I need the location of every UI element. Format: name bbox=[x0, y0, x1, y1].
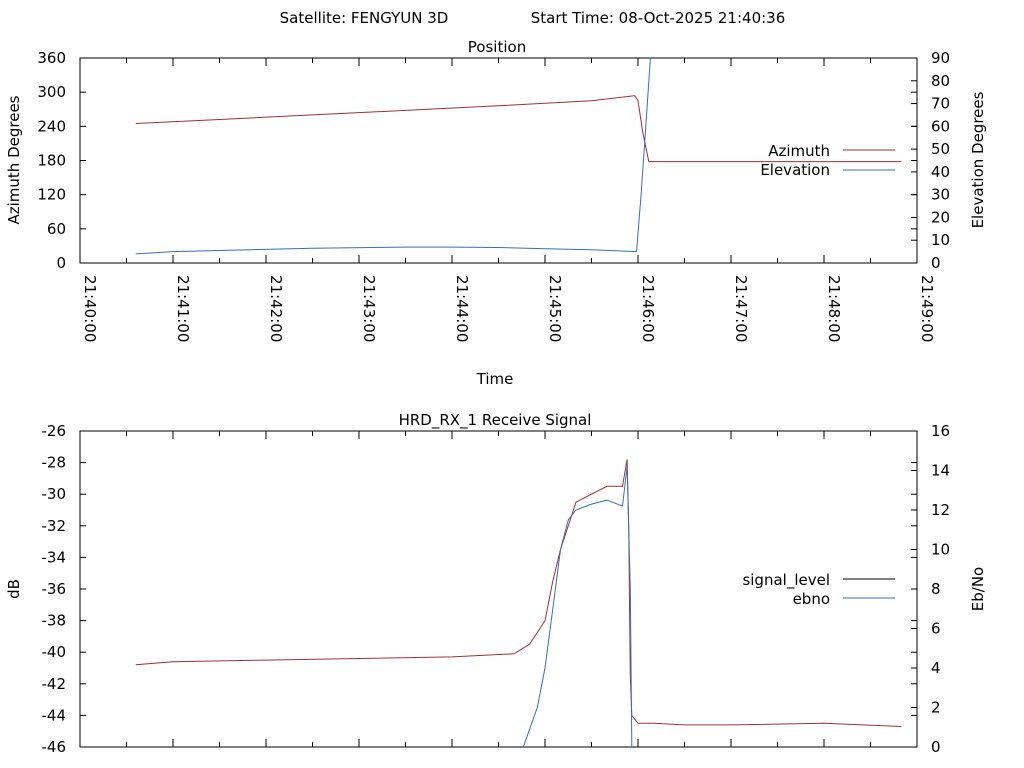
x-tick-label: 21:48:00 bbox=[825, 275, 843, 342]
y-tick-label: -32 bbox=[42, 517, 67, 535]
x-tick-label: 21:49:00 bbox=[918, 275, 936, 342]
y2-tick-label: 6 bbox=[931, 620, 941, 638]
y2-tick-label: 20 bbox=[931, 208, 950, 226]
y2-tick-label: 50 bbox=[931, 140, 950, 158]
series-line-azimuth bbox=[135, 95, 902, 163]
position-chart-title: Position bbox=[468, 38, 526, 56]
signal-time-axis bbox=[79, 431, 918, 747]
series-line-ebno bbox=[522, 466, 633, 747]
signal-chart: HRD_RX_1 Receive Signal -46-44-42-40-38-… bbox=[5, 411, 987, 756]
y-tick-label: -28 bbox=[42, 454, 67, 472]
y2-tick-label: 10 bbox=[931, 231, 950, 249]
signal-series bbox=[135, 459, 902, 747]
azimuth-axis: 0 60 120 180 240 300 360 bbox=[37, 49, 917, 272]
legend-azimuth-label: Azimuth bbox=[768, 142, 830, 160]
y-tick-label: 300 bbox=[37, 83, 66, 101]
y2-tick-label: 0 bbox=[931, 738, 941, 756]
y-tick-label: -26 bbox=[42, 422, 67, 440]
y2-tick-label: 90 bbox=[931, 49, 950, 67]
y-tick-label: 0 bbox=[56, 254, 66, 272]
y2-tick-label: 10 bbox=[931, 541, 950, 559]
position-chart: Position 0 60 120 180 240 300 360 0 10 20 30 40 50 6… bbox=[5, 38, 987, 388]
y-tick-label: -38 bbox=[42, 612, 67, 630]
time-axis: 21:40:00 21:41:00 21:42:00 21:43:00 21:44:00… bbox=[79, 58, 936, 342]
time-axis-label: Time bbox=[476, 370, 514, 388]
x-tick-label: 21:42:00 bbox=[267, 275, 285, 342]
y2-tick-label: 12 bbox=[931, 501, 950, 519]
y2-tick-label: 0 bbox=[931, 254, 941, 272]
y2-tick-label: 40 bbox=[931, 163, 950, 181]
position-legend: Azimuth Elevation bbox=[760, 142, 895, 179]
elevation-axis-label: Elevation Degrees bbox=[969, 91, 987, 228]
y-tick-label: 240 bbox=[37, 117, 66, 135]
start-time-label: Start Time: 08-Oct-2025 21:40:36 bbox=[531, 9, 786, 27]
satellite-label: Satellite: FENGYUN 3D bbox=[280, 9, 449, 27]
y2-tick-label: 60 bbox=[931, 117, 950, 135]
y-tick-label: 180 bbox=[37, 152, 66, 170]
x-tick-label: 21:40:00 bbox=[81, 275, 99, 342]
y-tick-label: 120 bbox=[37, 186, 66, 204]
db-axis-label: dB bbox=[5, 579, 23, 599]
db-axis: -46 -44 -42 -40 -38 -36 -34 -32 -30 -28 -26 bbox=[42, 422, 917, 756]
y2-tick-label: 8 bbox=[931, 580, 941, 598]
azimuth-axis-label: Azimuth Degrees bbox=[5, 95, 23, 224]
y2-tick-label: 2 bbox=[931, 699, 941, 717]
y-tick-label: -30 bbox=[42, 485, 67, 503]
y-tick-label: 360 bbox=[37, 49, 66, 67]
signal-legend: signal_level ebno bbox=[742, 571, 895, 608]
signal-plot-frame bbox=[79, 430, 918, 748]
x-tick-label: 21:47:00 bbox=[732, 275, 750, 342]
y-tick-label: -40 bbox=[42, 643, 67, 661]
y2-tick-label: 16 bbox=[931, 422, 950, 440]
y-tick-label: -42 bbox=[42, 675, 67, 693]
y-tick-label: -36 bbox=[42, 580, 67, 598]
legend-signal-level-label: signal_level bbox=[742, 571, 830, 590]
y2-tick-label: 14 bbox=[931, 462, 950, 480]
y-tick-label: -46 bbox=[42, 738, 67, 756]
y2-tick-label: 70 bbox=[931, 95, 950, 113]
series-line-signal-level bbox=[135, 459, 902, 727]
position-series bbox=[135, 58, 902, 255]
y-tick-label: -44 bbox=[42, 706, 67, 724]
ebno-axis-label: Eb/No bbox=[969, 567, 987, 611]
legend-elevation-label: Elevation bbox=[760, 161, 830, 179]
y2-tick-label: 80 bbox=[931, 72, 950, 90]
elevation-axis: 0 10 20 30 40 50 60 70 80 90 bbox=[911, 49, 950, 272]
x-tick-label: 21:41:00 bbox=[174, 275, 192, 342]
x-tick-label: 21:46:00 bbox=[639, 275, 657, 342]
legend-ebno-label: ebno bbox=[793, 590, 830, 608]
series-line-elevation bbox=[135, 58, 651, 255]
x-tick-label: 21:43:00 bbox=[360, 275, 378, 342]
y-tick-label: -34 bbox=[42, 548, 67, 566]
signal-chart-title: HRD_RX_1 Receive Signal bbox=[399, 411, 592, 430]
x-tick-label: 21:45:00 bbox=[546, 275, 564, 342]
y2-tick-label: 30 bbox=[931, 186, 950, 204]
y2-tick-label: 4 bbox=[931, 659, 941, 677]
ebno-axis: 0 2 4 6 8 10 12 14 16 bbox=[911, 422, 950, 756]
y-tick-label: 60 bbox=[47, 220, 66, 238]
x-tick-label: 21:44:00 bbox=[453, 275, 471, 342]
